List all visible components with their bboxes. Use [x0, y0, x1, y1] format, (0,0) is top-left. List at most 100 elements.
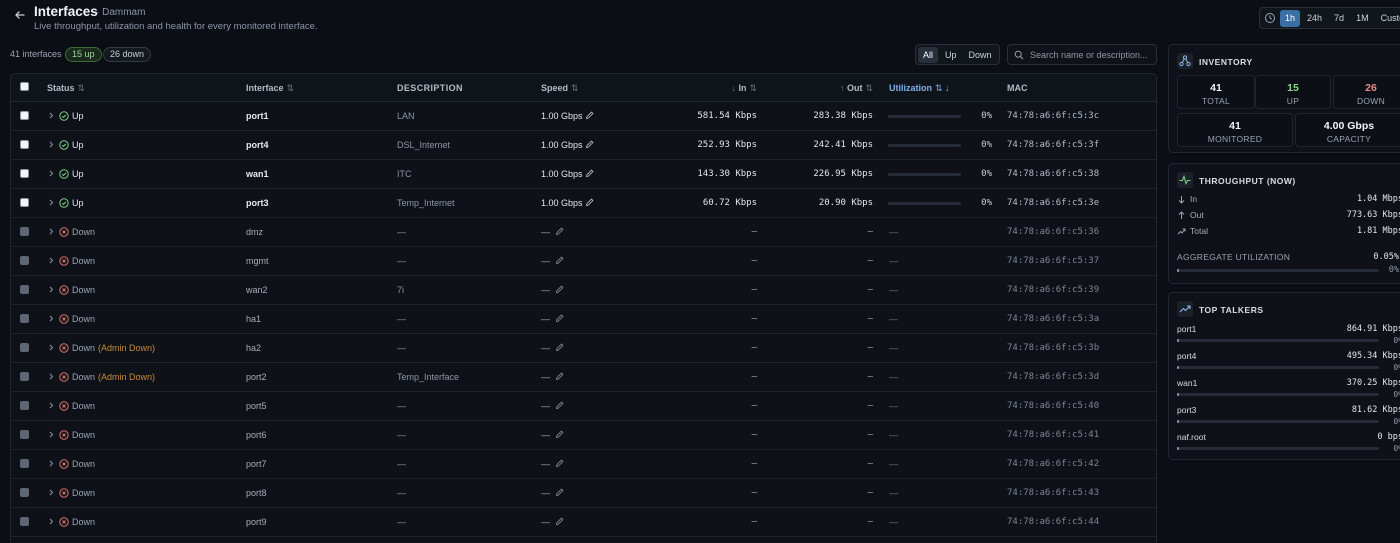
edit-pencil-icon[interactable] [555, 227, 564, 236]
table-row[interactable]: Down mgmt — — – – — 74:78:a6:6f:c5:37 [11, 247, 1156, 276]
row-checkbox[interactable] [20, 459, 29, 468]
interface-name[interactable]: ha1 [246, 314, 262, 324]
select-all-checkbox[interactable] [20, 82, 29, 91]
row-checkbox[interactable] [20, 140, 29, 149]
chevron-right-icon[interactable] [47, 459, 55, 468]
time-range-7d[interactable]: 7d [1334, 13, 1345, 23]
table-row[interactable]: Up port3 Temp_Internet 1.00 Gbps 60.72 K… [11, 189, 1156, 218]
interface-name[interactable]: port1 [246, 111, 269, 121]
up-count-badge[interactable]: 15 up [65, 47, 102, 62]
interface-name[interactable]: ha2 [246, 343, 262, 353]
row-checkbox[interactable] [20, 198, 29, 207]
interface-name[interactable]: port7 [246, 459, 267, 469]
column-interface[interactable]: Interface ⇅ [246, 83, 295, 93]
row-checkbox[interactable] [20, 372, 29, 381]
time-range-custom[interactable]: Custom [1380, 13, 1400, 23]
row-checkbox[interactable] [20, 285, 29, 294]
row-checkbox[interactable] [20, 227, 29, 236]
row-checkbox[interactable] [20, 517, 29, 526]
interface-name[interactable]: port2 [246, 372, 267, 382]
top-talker-item[interactable]: port1 864.91 Kbps 0% [1177, 324, 1400, 350]
column-status[interactable]: Status ⇅ [47, 83, 86, 93]
chevron-right-icon[interactable] [47, 227, 55, 236]
interface-name[interactable]: mgmt [246, 256, 269, 266]
filter-up[interactable]: Up [945, 49, 957, 60]
down-count-badge[interactable]: 26 down [103, 47, 152, 62]
table-row[interactable]: Down (Admin Down) ha2 — — – – — 74:78:a6:… [11, 334, 1156, 363]
edit-pencil-icon[interactable] [555, 459, 564, 468]
interface-name[interactable]: wan1 [246, 169, 269, 179]
table-row[interactable]: Down port9 — — – – — 74:78:a6:6f:c5:44 [11, 508, 1156, 537]
table-row[interactable]: Up wan1 ITC 1.00 Gbps 143.30 Kbps 226.95… [11, 160, 1156, 189]
search-input[interactable] [1030, 49, 1150, 60]
edit-pencil-icon[interactable] [555, 343, 564, 352]
chevron-right-icon[interactable] [47, 430, 55, 439]
row-checkbox[interactable] [20, 256, 29, 265]
table-row[interactable]: Down port8 — — – – — 74:78:a6:6f:c5:43 [11, 479, 1156, 508]
top-talker-item[interactable]: port3 81.62 Kbps 0% [1177, 405, 1400, 431]
chevron-right-icon[interactable] [47, 256, 55, 265]
chevron-right-icon[interactable] [47, 198, 55, 207]
chevron-right-icon[interactable] [47, 401, 55, 410]
interface-name[interactable]: port9 [246, 517, 267, 527]
chevron-right-icon[interactable] [47, 111, 55, 120]
row-checkbox[interactable] [20, 401, 29, 410]
table-row[interactable]: Down port6 — — – – — 74:78:a6:6f:c5:41 [11, 421, 1156, 450]
edit-pencil-icon[interactable] [555, 488, 564, 497]
time-range-1h[interactable]: 1h [1280, 9, 1301, 27]
top-talker-item[interactable]: wan1 370.25 Kbps 0% [1177, 378, 1400, 404]
time-range-24h[interactable]: 24h [1307, 13, 1323, 23]
row-checkbox[interactable] [20, 314, 29, 323]
chevron-right-icon[interactable] [47, 169, 55, 178]
interface-name[interactable]: port4 [246, 140, 269, 150]
row-checkbox[interactable] [20, 169, 29, 178]
edit-pencil-icon[interactable] [555, 430, 564, 439]
back-arrow-icon[interactable] [13, 8, 27, 22]
edit-pencil-icon[interactable] [555, 372, 564, 381]
filter-down[interactable]: Down [968, 49, 992, 60]
chevron-right-icon[interactable] [47, 488, 55, 497]
row-checkbox[interactable] [20, 488, 29, 497]
edit-pencil-icon[interactable] [555, 517, 564, 526]
filter-all[interactable]: All [918, 46, 939, 63]
interface-name[interactable]: dmz [246, 227, 264, 237]
table-row[interactable]: Down port7 — — – – — 74:78:a6:6f:c5:42 [11, 450, 1156, 479]
edit-pencil-icon[interactable] [585, 140, 594, 149]
row-checkbox[interactable] [20, 343, 29, 352]
top-talker-item[interactable]: port4 495.34 Kbps 0% [1177, 351, 1400, 377]
edit-pencil-icon[interactable] [555, 285, 564, 294]
interface-name[interactable]: port5 [246, 401, 267, 411]
column-in[interactable]: ↓ In ⇅ [731, 83, 757, 93]
interface-name[interactable]: port8 [246, 488, 267, 498]
chevron-right-icon[interactable] [47, 285, 55, 294]
edit-pencil-icon[interactable] [555, 256, 564, 265]
table-row[interactable]: Down (Admin Down) port2 Temp_Interface — … [11, 363, 1156, 392]
interface-name[interactable]: port3 [246, 198, 269, 208]
time-range-1m[interactable]: 1M [1356, 13, 1369, 23]
table-row[interactable]: Down ha1 — — – – — 74:78:a6:6f:c5:3a [11, 305, 1156, 334]
row-checkbox[interactable] [20, 111, 29, 120]
chevron-right-icon[interactable] [47, 343, 55, 352]
table-row[interactable]: Down wan2 7i — – – — 74:78:a6:6f:c5:39 [11, 276, 1156, 305]
top-talker-item[interactable]: naf.root 0 bps 0% [1177, 432, 1400, 458]
row-checkbox[interactable] [20, 430, 29, 439]
table-row[interactable]: Up port1 LAN 1.00 Gbps 581.54 Kbps 283.3… [11, 102, 1156, 131]
table-row[interactable]: Up port4 DSL_Internet 1.00 Gbps 252.93 K… [11, 131, 1156, 160]
throughput-in: – [751, 314, 757, 324]
edit-pencil-icon[interactable] [585, 169, 594, 178]
interface-name[interactable]: port6 [246, 430, 267, 440]
column-out[interactable]: ↑ Out ⇅ [839, 83, 873, 93]
chevron-right-icon[interactable] [47, 517, 55, 526]
table-row[interactable]: Down port5 — — – – — 74:78:a6:6f:c5:40 [11, 392, 1156, 421]
column-utilization[interactable]: Utilization ⇅ ↓ [889, 83, 950, 93]
edit-pencil-icon[interactable] [555, 314, 564, 323]
chevron-right-icon[interactable] [47, 140, 55, 149]
edit-pencil-icon[interactable] [585, 198, 594, 207]
edit-pencil-icon[interactable] [555, 401, 564, 410]
table-row[interactable]: Down dmz — — – – — 74:78:a6:6f:c5:36 [11, 218, 1156, 247]
chevron-right-icon[interactable] [47, 372, 55, 381]
edit-pencil-icon[interactable] [585, 111, 594, 120]
chevron-right-icon[interactable] [47, 314, 55, 323]
column-speed[interactable]: Speed ⇅ [541, 83, 579, 93]
interface-name[interactable]: wan2 [246, 285, 268, 295]
